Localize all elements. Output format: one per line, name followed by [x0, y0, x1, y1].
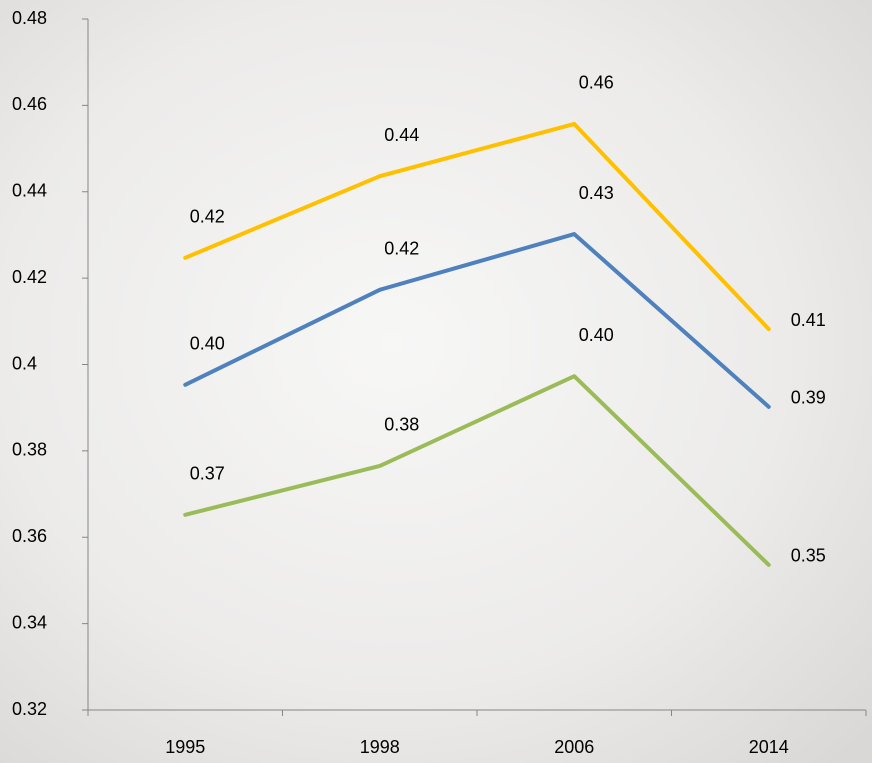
- series-line: [183, 232, 771, 409]
- data-label: 0.35: [791, 546, 826, 566]
- x-tick-label: 2014: [749, 737, 789, 757]
- y-tick-label: 0.38: [12, 440, 47, 460]
- data-label: 0.39: [791, 388, 826, 408]
- x-tick-label: 1995: [165, 737, 205, 757]
- series-line: [183, 121, 771, 332]
- y-tick-label: 0.36: [12, 526, 47, 546]
- data-label: 0.40: [190, 334, 225, 354]
- data-label: 0.37: [190, 464, 225, 484]
- data-label: 0.41: [791, 310, 826, 330]
- x-tick-label: 1998: [360, 737, 400, 757]
- y-tick-label: 0.34: [12, 612, 47, 632]
- y-tick-label: 0.46: [12, 94, 47, 114]
- y-tick-label: 0.48: [12, 8, 47, 28]
- y-tick-label: 0.4: [12, 353, 37, 373]
- data-label: 0.43: [579, 183, 614, 203]
- data-label: 0.38: [384, 415, 419, 435]
- y-tick-label: 0.32: [12, 699, 47, 719]
- y-tick-label: 0.44: [12, 181, 47, 201]
- x-tick-label: 2006: [554, 737, 594, 757]
- data-label: 0.46: [579, 73, 614, 93]
- data-label: 0.42: [384, 239, 419, 259]
- data-label: 0.42: [190, 207, 225, 227]
- y-tick-label: 0.42: [12, 267, 47, 287]
- data-label: 0.44: [384, 125, 419, 145]
- data-label: 0.40: [579, 325, 614, 345]
- series-line: [183, 374, 771, 567]
